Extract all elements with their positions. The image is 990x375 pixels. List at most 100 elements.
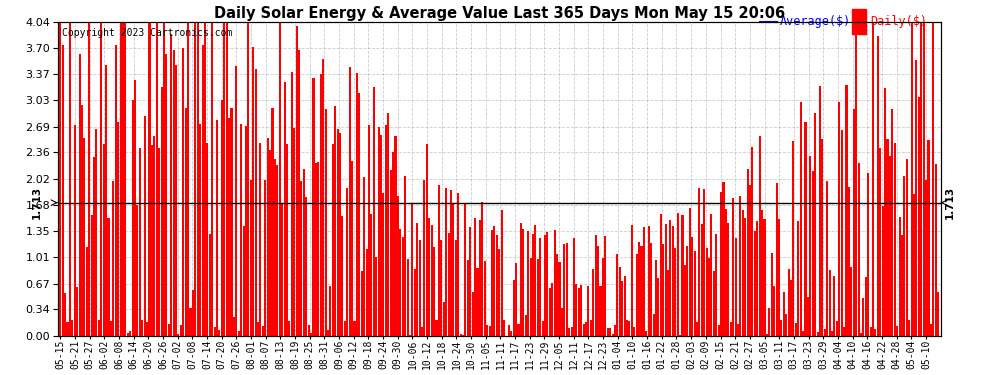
Bar <box>261 326 264 336</box>
Bar <box>790 280 792 336</box>
Bar <box>160 87 162 336</box>
Bar <box>436 320 438 336</box>
Bar <box>834 276 836 336</box>
Bar <box>691 237 693 336</box>
Bar <box>805 122 807 336</box>
Bar <box>523 229 525 336</box>
Bar <box>380 135 382 336</box>
Bar <box>450 190 452 336</box>
Bar <box>785 314 787 336</box>
Bar <box>677 213 679 336</box>
Bar <box>865 277 867 336</box>
Bar <box>780 320 782 336</box>
Bar <box>624 276 626 336</box>
Bar <box>761 210 763 336</box>
Bar <box>766 334 768 336</box>
Bar <box>291 72 293 336</box>
Bar <box>419 240 421 336</box>
Bar <box>279 22 281 336</box>
Bar <box>773 286 775 336</box>
Bar <box>600 286 602 336</box>
Bar <box>556 254 558 336</box>
Bar <box>373 87 375 336</box>
Bar <box>148 22 150 336</box>
Bar <box>147 322 148 336</box>
Bar <box>112 181 115 336</box>
Bar <box>827 181 829 336</box>
Bar <box>756 221 758 336</box>
Text: Daily($): Daily($) <box>870 15 927 28</box>
Bar <box>860 333 862 336</box>
Bar <box>540 238 542 336</box>
Bar <box>530 258 532 336</box>
Bar <box>243 226 245 336</box>
Bar <box>501 210 503 336</box>
Bar <box>397 196 399 336</box>
Bar <box>175 65 177 336</box>
Bar <box>298 50 300 336</box>
Bar <box>862 298 864 336</box>
Bar <box>850 267 852 336</box>
Bar <box>233 317 235 336</box>
Bar <box>824 328 826 336</box>
Bar <box>578 288 580 336</box>
Bar <box>548 288 550 336</box>
Bar <box>467 260 469 336</box>
Bar <box>64 293 66 336</box>
Bar <box>484 261 486 336</box>
Bar <box>923 22 925 336</box>
Bar <box>735 238 737 336</box>
Text: Copyright 2023 Cartronics.com: Copyright 2023 Cartronics.com <box>62 28 233 38</box>
Bar <box>204 22 206 336</box>
Bar <box>590 320 592 336</box>
Bar <box>510 331 512 336</box>
Bar <box>224 22 226 336</box>
Bar <box>385 124 387 336</box>
Bar <box>122 22 124 336</box>
Bar <box>535 225 537 336</box>
Bar <box>206 143 209 336</box>
Bar <box>353 321 355 336</box>
Bar <box>829 270 831 336</box>
Bar <box>921 22 923 336</box>
Bar <box>746 170 748 336</box>
Bar <box>582 324 585 336</box>
Bar <box>91 215 93 336</box>
Bar <box>659 214 662 336</box>
Bar <box>158 148 160 336</box>
Bar <box>749 185 751 336</box>
Bar <box>532 234 534 336</box>
Bar <box>662 244 664 336</box>
Bar <box>469 227 471 336</box>
Bar <box>629 321 631 336</box>
Bar <box>144 116 146 336</box>
Bar <box>199 124 201 336</box>
Bar <box>134 80 136 336</box>
Bar <box>327 330 329 336</box>
Bar <box>570 327 572 336</box>
Bar <box>797 221 799 336</box>
Bar <box>358 93 360 336</box>
Bar <box>441 240 443 336</box>
Bar <box>476 268 478 336</box>
Bar <box>209 234 211 336</box>
Bar <box>254 69 256 336</box>
Bar <box>843 327 845 336</box>
Bar <box>740 196 742 336</box>
Bar <box>650 243 652 336</box>
Bar <box>238 331 240 336</box>
Bar <box>404 176 406 336</box>
Bar <box>416 223 418 336</box>
Bar <box>259 143 261 336</box>
Bar <box>431 225 433 336</box>
Bar <box>802 332 804 336</box>
Bar <box>216 120 218 336</box>
Bar <box>76 286 78 336</box>
Bar <box>457 193 459 336</box>
Bar <box>115 45 117 336</box>
Bar <box>318 162 320 336</box>
Bar <box>788 269 790 336</box>
Bar <box>669 220 671 336</box>
Bar <box>202 45 204 336</box>
Bar <box>496 235 498 336</box>
